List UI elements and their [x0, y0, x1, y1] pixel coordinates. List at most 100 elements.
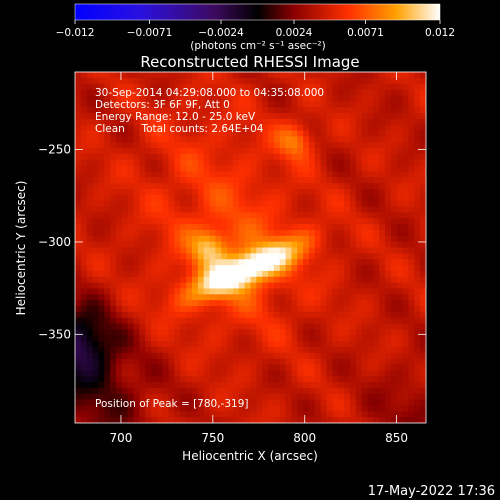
heat-cell [344, 417, 351, 423]
heat-cell [221, 107, 228, 114]
heat-cell [390, 317, 398, 324]
heat-cell [127, 417, 134, 423]
heat-cell [115, 107, 123, 114]
heat-cell [332, 282, 339, 289]
heat-cell [309, 276, 316, 283]
colorbar-tick-label: 0.012 [425, 27, 455, 39]
heat-cell [314, 282, 322, 289]
heat-cell [156, 124, 164, 131]
heat-cell [314, 112, 322, 120]
heat-cell [209, 382, 216, 389]
heat-cell [244, 387, 251, 395]
heat-cell [162, 241, 169, 248]
heat-cell [355, 253, 363, 260]
heat-cell [285, 306, 292, 313]
heat-cell [279, 159, 286, 166]
heat-cell [244, 112, 251, 120]
heat-cell [98, 112, 105, 120]
heat-cell [80, 165, 88, 172]
heat-cell [361, 72, 368, 79]
heat-cell [326, 83, 333, 90]
heat-cell [139, 89, 146, 96]
heat-cell [285, 107, 292, 114]
heat-cell [414, 358, 421, 365]
heat-cell [250, 118, 257, 126]
heat-cell [338, 206, 345, 213]
heat-cell [414, 265, 421, 272]
heat-cell [221, 224, 228, 231]
heat-cell [361, 276, 368, 283]
heat-cell [332, 124, 339, 131]
heat-cell [174, 83, 181, 90]
heat-cell [338, 352, 345, 360]
heat-cell [186, 253, 193, 260]
heat-cell [314, 77, 322, 85]
heat-cell [215, 177, 222, 184]
heat-cell [139, 399, 146, 406]
heat-cell [209, 323, 216, 330]
heat-cell [115, 136, 123, 143]
heat-cell [156, 112, 164, 120]
heat-cell [344, 148, 351, 155]
heat-cell [244, 177, 251, 184]
heat-cell [186, 317, 193, 324]
heat-cell [390, 95, 398, 102]
heat-cell [127, 148, 134, 155]
heat-cell [133, 317, 140, 324]
heat-cell [209, 212, 216, 219]
heat-cell [104, 323, 111, 330]
heat-cell [156, 171, 164, 178]
heat-cell [139, 370, 146, 377]
heat-cell [268, 229, 275, 237]
heat-cell [361, 417, 368, 423]
heat-cell [86, 282, 93, 289]
heat-cell [414, 101, 421, 108]
heat-cell [367, 148, 374, 155]
heat-cell [86, 159, 93, 166]
heat-cell [156, 393, 164, 400]
heat-cell [367, 212, 374, 219]
heat-cell [168, 235, 175, 243]
heat-cell [256, 241, 263, 248]
heat-cell [197, 194, 205, 202]
heat-cell [139, 241, 146, 248]
heat-cell [332, 112, 339, 120]
heat-cell [309, 311, 316, 319]
heat-cell [291, 107, 298, 114]
heat-cell [75, 247, 82, 254]
heat-cell [303, 411, 310, 418]
heat-cell [385, 83, 392, 90]
heat-cell [303, 177, 310, 184]
heat-cell [180, 218, 187, 225]
heat-cell [180, 77, 187, 85]
heat-cell [402, 112, 409, 120]
heat-cell [92, 206, 99, 213]
heat-cell [297, 124, 304, 131]
heat-cell [203, 300, 210, 307]
heat-cell [402, 95, 409, 102]
heat-cell [414, 329, 421, 336]
heat-cell [139, 352, 146, 360]
heat-cell [309, 165, 316, 172]
heat-cell [279, 270, 286, 278]
heat-cell [262, 417, 269, 423]
heat-cell [344, 288, 351, 295]
heat-cell [180, 311, 187, 319]
heat-cell [110, 212, 117, 219]
heat-cell [309, 148, 316, 155]
heat-cell [127, 72, 134, 79]
heat-cell [98, 95, 105, 102]
heat-cell [139, 72, 146, 79]
heat-cell [221, 212, 228, 219]
heat-cell [227, 300, 234, 307]
heat-cell [145, 317, 152, 324]
heat-cell [367, 411, 374, 418]
heat-cell [232, 253, 240, 260]
heat-cell [145, 200, 152, 207]
heat-cell [355, 282, 363, 289]
heat-cell [151, 177, 158, 184]
heat-cell [326, 212, 333, 219]
heat-cell [408, 265, 415, 272]
heat-cell [349, 200, 357, 207]
heat-cell [326, 235, 333, 243]
